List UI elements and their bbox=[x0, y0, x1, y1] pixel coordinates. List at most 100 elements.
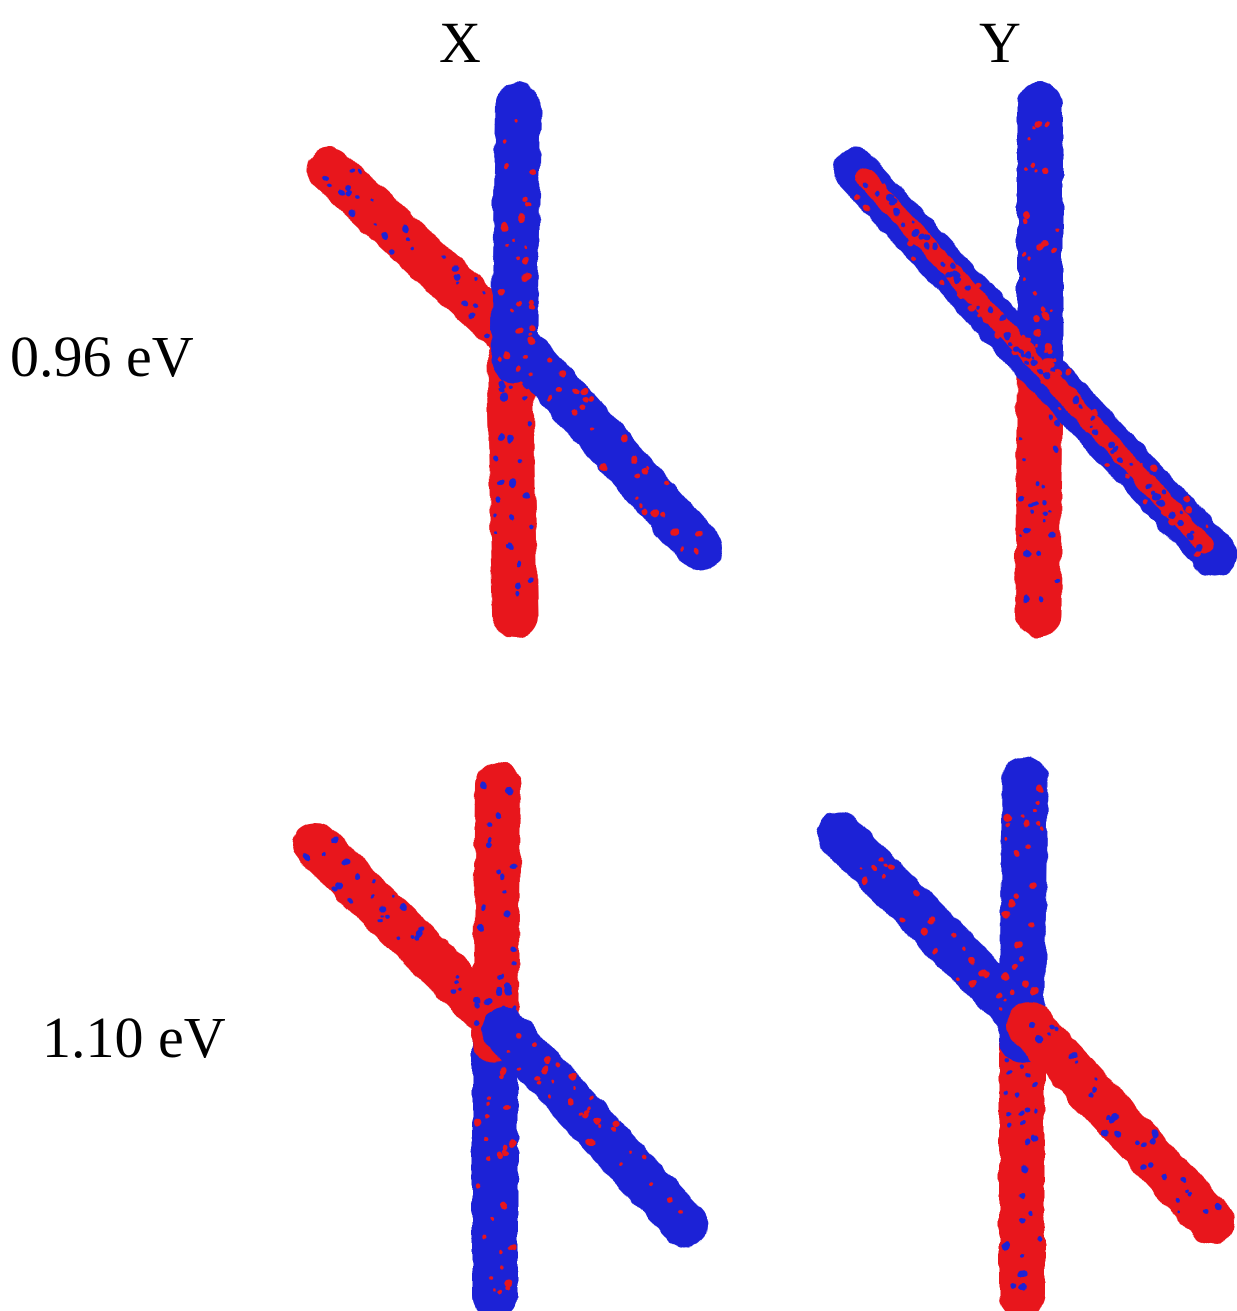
lobe-speckle bbox=[1176, 1210, 1180, 1214]
lobe-speckle bbox=[499, 1028, 508, 1036]
lobe-speckle bbox=[968, 979, 976, 987]
panel-x-1-10-ev bbox=[292, 762, 708, 1311]
lobe-speckle bbox=[505, 1286, 510, 1291]
lobe-speckle bbox=[1074, 1061, 1078, 1065]
lobe-speckle bbox=[631, 456, 639, 464]
lobe-speckle bbox=[483, 1136, 489, 1141]
lobe-speckle bbox=[874, 184, 880, 190]
lobe-speckle bbox=[1008, 989, 1014, 995]
lobe-speckle bbox=[1007, 1122, 1013, 1128]
lobe-speckle bbox=[1187, 533, 1195, 542]
lobe-speckle bbox=[517, 1067, 523, 1072]
lobe-speckle bbox=[1007, 1111, 1011, 1116]
diagonal-tube-lower bbox=[1007, 1002, 1235, 1245]
lobe-speckle bbox=[969, 958, 977, 966]
lobe-speckle bbox=[1021, 217, 1028, 224]
lobe-speckle bbox=[1017, 1192, 1024, 1200]
lobe-speckle bbox=[509, 1139, 518, 1148]
lobe-speckle bbox=[1184, 1189, 1189, 1194]
lobe-speckle bbox=[1091, 415, 1096, 419]
lobe-speckle bbox=[567, 1098, 575, 1106]
lobe-speckle bbox=[921, 926, 929, 935]
lobe-speckle bbox=[583, 1109, 589, 1115]
lobe-speckle bbox=[1040, 499, 1046, 505]
lobe-speckle bbox=[1013, 345, 1021, 353]
lobe-speckle bbox=[1198, 535, 1204, 540]
lobe-speckle bbox=[1052, 247, 1059, 254]
lobe-speckle bbox=[912, 889, 920, 897]
lobe-speckle bbox=[582, 396, 590, 403]
lobe-speckle bbox=[594, 1118, 602, 1126]
lobe-speckle bbox=[931, 243, 939, 251]
lobe-speckle bbox=[508, 1245, 513, 1250]
lobe-speckle bbox=[1091, 417, 1099, 424]
lobe-speckle bbox=[1011, 963, 1018, 970]
lobe-speckle bbox=[473, 277, 478, 282]
lobe-speckle bbox=[982, 317, 990, 324]
lobe-speckle bbox=[1033, 290, 1039, 297]
lobe-speckle bbox=[354, 195, 360, 200]
lobe-speckle bbox=[1022, 458, 1026, 462]
lobe-speckle bbox=[1029, 987, 1037, 996]
lobe-speckle bbox=[586, 1139, 595, 1147]
lobe-speckle bbox=[1026, 843, 1032, 850]
lobe-speckle bbox=[1149, 1136, 1157, 1144]
lobe-speckle bbox=[514, 591, 521, 598]
lobe-speckle bbox=[1022, 210, 1031, 218]
lobe-speckle bbox=[507, 435, 515, 443]
lobe-speckle bbox=[971, 289, 980, 298]
lobe-speckle bbox=[1037, 596, 1043, 601]
lobe-speckle bbox=[417, 926, 423, 932]
lobe-speckle bbox=[330, 885, 338, 893]
lobe-speckle bbox=[496, 871, 502, 877]
lobe-speckle bbox=[450, 264, 458, 271]
lobe-speckle bbox=[509, 946, 517, 953]
lobe-speckle bbox=[1091, 425, 1095, 429]
lobe-speckle bbox=[1201, 1208, 1207, 1214]
lobe-speckle bbox=[1003, 813, 1012, 822]
lobe-speckle bbox=[1043, 372, 1051, 379]
lobe-speckle bbox=[998, 1007, 1003, 1012]
lobe-speckle bbox=[371, 879, 376, 883]
lobe-speckle bbox=[1185, 506, 1193, 513]
lobe-speckle bbox=[1193, 550, 1201, 558]
lobe-speckle bbox=[1042, 484, 1047, 489]
lobe-speckle bbox=[1032, 355, 1036, 359]
lobe-speckle bbox=[1086, 1092, 1093, 1098]
lobe-speckle bbox=[516, 300, 523, 307]
lobe-speckle bbox=[380, 914, 384, 918]
lobe-speckle bbox=[353, 873, 360, 881]
lobe-speckle bbox=[612, 1119, 620, 1127]
lobe-speckle bbox=[967, 305, 974, 312]
lobe-speckle bbox=[1103, 461, 1109, 467]
lobe-speckle bbox=[523, 245, 527, 249]
lobe-speckle bbox=[1160, 488, 1166, 494]
column-label-x: X bbox=[439, 10, 481, 75]
lobe-speckle bbox=[1191, 530, 1196, 535]
lobe-speckle bbox=[645, 466, 649, 470]
lobe-speckle bbox=[1022, 335, 1030, 343]
lobe-speckle bbox=[450, 989, 456, 995]
lobe-speckle bbox=[1000, 315, 1007, 321]
lobe-speckle bbox=[1025, 360, 1030, 365]
lobe-speckle bbox=[505, 790, 509, 794]
lobe-speckle bbox=[862, 168, 869, 175]
lobe-speckle bbox=[1023, 1107, 1029, 1113]
lobe-speckle bbox=[1019, 1254, 1025, 1259]
lobe-speckle bbox=[1035, 821, 1041, 827]
lobe-speckle bbox=[517, 459, 522, 464]
lobe-speckle bbox=[509, 479, 517, 487]
lobe-speckle bbox=[415, 934, 421, 940]
lobe-speckle bbox=[899, 916, 906, 924]
lobe-speckle bbox=[1064, 390, 1070, 397]
lobe-speckle bbox=[476, 924, 484, 932]
lobe-speckle bbox=[498, 1289, 504, 1295]
lobe-speckle bbox=[1147, 1161, 1155, 1169]
lobe-speckle bbox=[1175, 1198, 1180, 1203]
lobe-speckle bbox=[1039, 826, 1045, 831]
lobe-speckle bbox=[502, 1149, 509, 1156]
lobe-speckle bbox=[1018, 348, 1024, 354]
lobe-speckle bbox=[503, 909, 511, 918]
lobe-speckle bbox=[507, 514, 514, 521]
lobe-speckle bbox=[1032, 315, 1039, 323]
